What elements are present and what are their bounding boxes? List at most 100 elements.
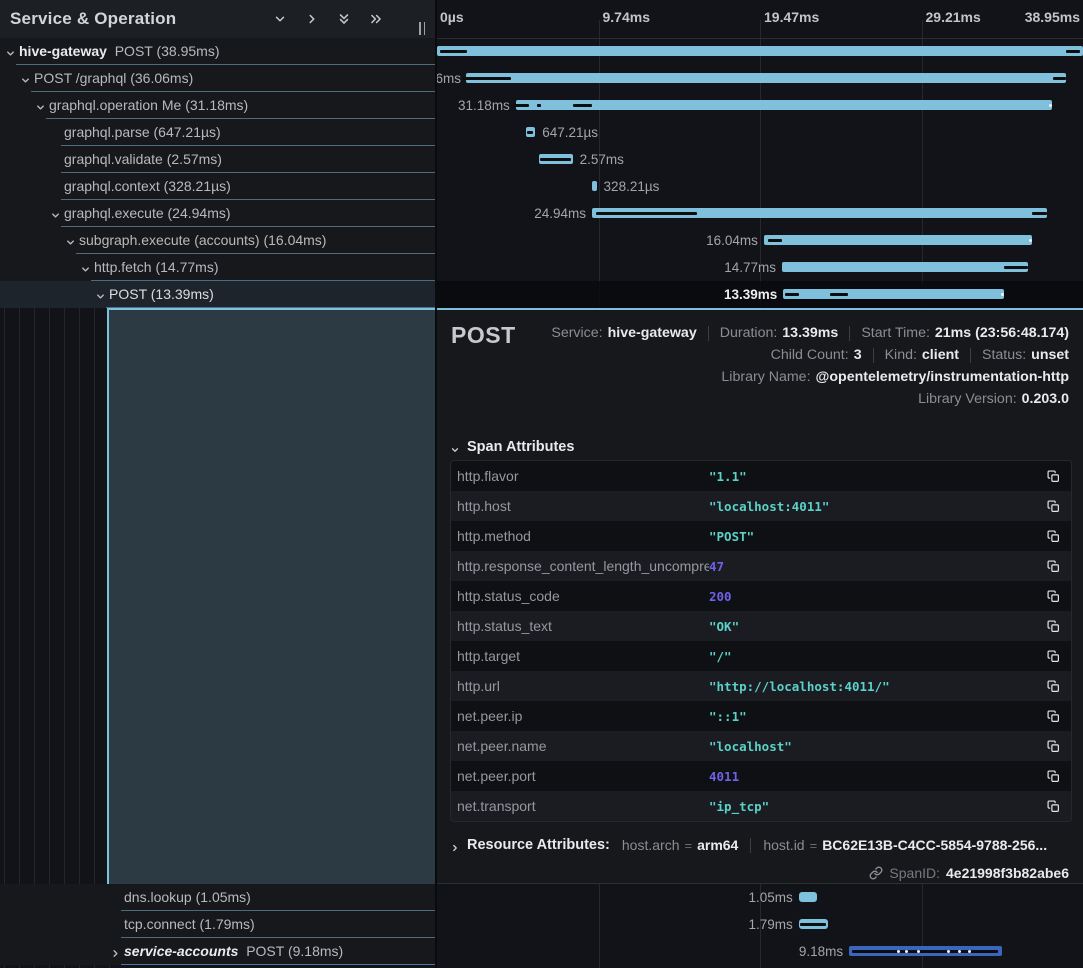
selected-span-detail-spacer bbox=[107, 308, 435, 884]
span-attributes-header[interactable]: Span Attributes bbox=[450, 439, 574, 455]
span-tree-cell[interactable]: service-accounts POST (9.18ms) bbox=[0, 938, 435, 965]
resource-attributes-row[interactable]: Resource Attributes: host.arch=arm64host… bbox=[450, 833, 1047, 857]
span-row-graphql-execute[interactable]: graphql.execute (24.94ms)24.94ms bbox=[0, 200, 1083, 227]
chevron-down-icon[interactable] bbox=[20, 73, 31, 84]
span-tree-cell[interactable]: subgraph.execute (accounts) (16.04ms) bbox=[0, 227, 435, 254]
span-child-mark bbox=[785, 293, 800, 296]
collapse-all-icon[interactable] bbox=[336, 12, 351, 27]
attribute-key: http.method bbox=[457, 528, 709, 544]
chevron-down-icon bbox=[450, 442, 460, 452]
expand-all-icon[interactable] bbox=[368, 12, 383, 27]
span-tree-cell[interactable]: graphql.execute (24.94ms) bbox=[0, 200, 435, 227]
copy-icon[interactable] bbox=[1045, 468, 1061, 484]
collapse-one-icon[interactable] bbox=[272, 12, 287, 27]
span-row-graphql-context[interactable]: graphql.context (328.21µs) 328.21µs bbox=[0, 173, 1083, 200]
span-bar[interactable] bbox=[437, 46, 1083, 56]
span-rows: hive-gateway POST (38.95ms)POST /graphql… bbox=[0, 38, 1083, 308]
copy-icon[interactable] bbox=[1045, 588, 1061, 604]
span-row-http-fetch[interactable]: http.fetch (14.77ms)14.77ms bbox=[0, 254, 1083, 281]
span-row-dns-lookup[interactable]: dns.lookup (1.05ms)1.05ms bbox=[0, 884, 1083, 911]
chevron-down-icon[interactable] bbox=[50, 208, 61, 219]
span-bar[interactable] bbox=[783, 289, 1004, 299]
copy-icon[interactable] bbox=[1045, 678, 1061, 694]
copy-icon[interactable] bbox=[1045, 738, 1061, 754]
span-row-post-graphql[interactable]: POST /graphql (36.06ms)36.06ms bbox=[0, 65, 1083, 92]
attribute-row: http.url"http://localhost:4011/" bbox=[451, 671, 1071, 701]
span-timeline-cell[interactable]: 2.57ms bbox=[437, 146, 1083, 173]
overview-divider bbox=[849, 326, 850, 341]
copy-icon[interactable] bbox=[1045, 648, 1061, 664]
expand-one-icon[interactable] bbox=[304, 12, 319, 27]
overview-label: Library Version: bbox=[918, 391, 1017, 407]
span-tree-cell[interactable]: POST /graphql (36.06ms) bbox=[0, 65, 435, 92]
timeline-ruler: 0µs 9.74ms 19.47ms 29.21ms 38.95ms bbox=[437, 0, 1083, 39]
copy-icon[interactable] bbox=[1045, 558, 1061, 574]
span-tree-cell[interactable]: tcp.connect (1.79ms) bbox=[0, 911, 435, 938]
span-timeline-cell[interactable]: 9.18ms bbox=[437, 938, 1083, 965]
span-timeline-cell[interactable]: 328.21µs bbox=[437, 173, 1083, 200]
span-tree-cell[interactable]: graphql.context (328.21µs) bbox=[0, 173, 435, 200]
span-tree-cell[interactable]: dns.lookup (1.05ms) bbox=[0, 884, 435, 911]
span-row-post[interactable]: service-accounts POST (9.18ms)9.18ms bbox=[0, 938, 1083, 965]
span-tree-cell[interactable]: hive-gateway POST (38.95ms) bbox=[0, 38, 435, 65]
copy-icon[interactable] bbox=[1045, 498, 1061, 514]
span-bar[interactable] bbox=[782, 262, 1028, 272]
span-row-post[interactable]: hive-gateway POST (38.95ms) bbox=[0, 38, 1083, 65]
overview-label: Duration: bbox=[720, 325, 778, 341]
span-duration-label: 328.21µs bbox=[604, 173, 660, 200]
chevron-right-icon[interactable] bbox=[110, 946, 121, 957]
span-tree-cell[interactable]: http.fetch (14.77ms) bbox=[0, 254, 435, 281]
chevron-right-icon bbox=[450, 840, 460, 850]
span-timeline-cell[interactable]: 647.21µs bbox=[437, 119, 1083, 146]
span-label: graphql.validate (2.57ms) bbox=[64, 146, 222, 173]
chevron-down-icon[interactable] bbox=[80, 262, 91, 273]
span-row-post[interactable]: POST (13.39ms)13.39ms bbox=[0, 281, 1083, 308]
span-timeline-cell[interactable] bbox=[437, 38, 1083, 65]
attribute-key: http.status_text bbox=[457, 618, 709, 634]
copy-icon[interactable] bbox=[1045, 528, 1061, 544]
span-timeline-cell[interactable]: 14.77ms bbox=[437, 254, 1083, 281]
attribute-value: "POST" bbox=[709, 529, 1045, 544]
chevron-down-icon[interactable] bbox=[65, 235, 76, 246]
copy-icon[interactable] bbox=[1045, 708, 1061, 724]
span-bar[interactable] bbox=[516, 100, 1052, 110]
overview-value: client bbox=[922, 347, 959, 363]
chevron-down-icon[interactable] bbox=[35, 100, 46, 111]
span-row-graphql-validate[interactable]: graphql.validate (2.57ms) 2.57ms bbox=[0, 146, 1083, 173]
span-label: graphql.context (328.21µs) bbox=[64, 173, 231, 200]
span-tree-cell[interactable]: graphql.operation Me (31.18ms) bbox=[0, 92, 435, 119]
attribute-row: http.status_text"OK" bbox=[451, 611, 1071, 641]
span-timeline-cell[interactable]: 1.79ms bbox=[437, 911, 1083, 938]
span-timeline-cell[interactable]: 31.18ms bbox=[437, 92, 1083, 119]
span-timeline-cell[interactable]: 1.05ms bbox=[437, 884, 1083, 911]
span-rows-after-detail: dns.lookup (1.05ms)1.05mstcp.connect (1.… bbox=[0, 884, 1083, 965]
copy-icon[interactable] bbox=[1045, 798, 1061, 814]
span-timeline-cell[interactable]: 36.06ms bbox=[437, 65, 1083, 92]
copy-icon[interactable] bbox=[1045, 618, 1061, 634]
attribute-row: http.method"POST" bbox=[451, 521, 1071, 551]
span-row-tcp-connect[interactable]: tcp.connect (1.79ms)1.79ms bbox=[0, 911, 1083, 938]
span-bar[interactable] bbox=[799, 892, 817, 902]
link-icon[interactable] bbox=[869, 866, 883, 880]
span-row-graphql-operation-me[interactable]: graphql.operation Me (31.18ms)31.18ms bbox=[0, 92, 1083, 119]
chevron-down-icon[interactable] bbox=[5, 46, 16, 57]
span-event-dot bbox=[917, 950, 920, 953]
chevron-down-icon[interactable] bbox=[95, 289, 106, 300]
span-timeline-cell[interactable]: 13.39ms bbox=[437, 281, 1083, 308]
span-bar[interactable] bbox=[592, 181, 597, 191]
span-tree-cell[interactable]: POST (13.39ms) bbox=[0, 281, 435, 308]
column-resizer-handle[interactable] bbox=[419, 22, 429, 35]
span-tree-cell[interactable]: graphql.parse (647.21µs) bbox=[0, 119, 435, 146]
copy-icon[interactable] bbox=[1045, 768, 1061, 784]
span-bar[interactable] bbox=[466, 73, 1066, 83]
span-tree-cell[interactable]: graphql.validate (2.57ms) bbox=[0, 146, 435, 173]
span-timeline-cell[interactable]: 16.04ms bbox=[437, 227, 1083, 254]
span-row-subgraph-execute-accounts-[interactable]: subgraph.execute (accounts) (16.04ms)16.… bbox=[0, 227, 1083, 254]
span-row-graphql-parse[interactable]: graphql.parse (647.21µs)647.21µs bbox=[0, 119, 1083, 146]
attribute-key: http.response_content_length_uncompresse… bbox=[457, 558, 709, 574]
panel-divider[interactable] bbox=[435, 0, 437, 968]
span-event-dot bbox=[968, 950, 971, 953]
attribute-key: http.status_code bbox=[457, 588, 709, 604]
span-bar[interactable] bbox=[764, 235, 1032, 245]
span-timeline-cell[interactable]: 24.94ms bbox=[437, 200, 1083, 227]
